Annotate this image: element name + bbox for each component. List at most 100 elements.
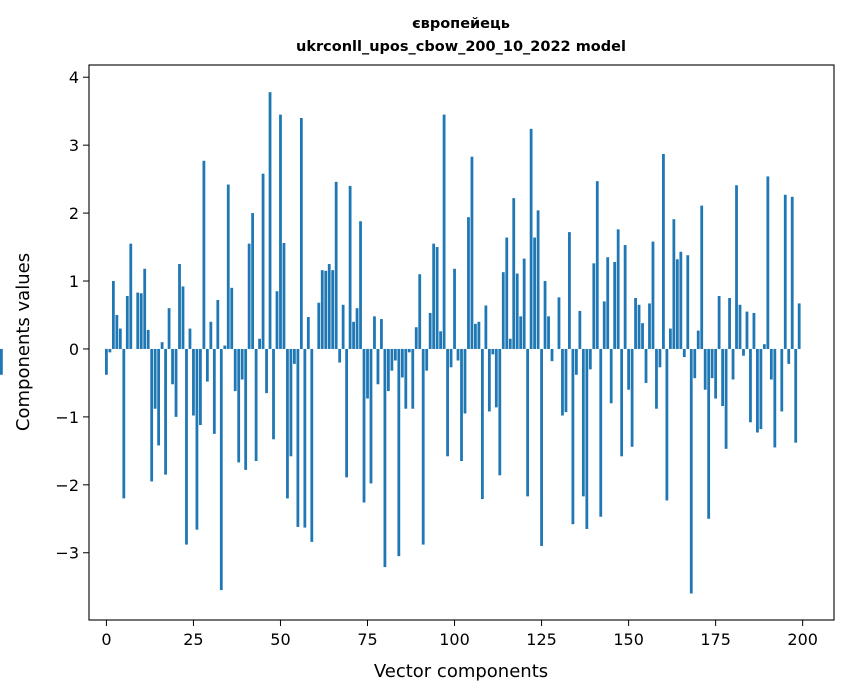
bar-192 xyxy=(773,349,776,448)
bar-157 xyxy=(652,242,655,349)
bar-128 xyxy=(551,349,554,361)
bar-15 xyxy=(157,349,160,445)
bar-29 xyxy=(206,349,209,382)
bar-89 xyxy=(415,327,418,349)
bar-81 xyxy=(387,349,390,391)
bar-141 xyxy=(596,181,599,349)
bar-118 xyxy=(516,274,519,349)
bar-148 xyxy=(620,349,623,456)
bar-196 xyxy=(787,349,790,364)
y-tick-label: 4 xyxy=(69,68,79,87)
bar-122 xyxy=(530,129,533,349)
bar-67 xyxy=(338,349,341,363)
bar-2 xyxy=(112,281,115,349)
bar-26 xyxy=(196,349,199,530)
bars-group xyxy=(0,92,801,593)
bar-65 xyxy=(331,270,334,349)
bar-126 xyxy=(544,281,547,349)
bar-18 xyxy=(168,308,171,349)
bar-138 xyxy=(585,349,588,529)
bar-136 xyxy=(578,311,581,349)
bar-121 xyxy=(526,349,529,496)
bar-85 xyxy=(401,349,404,378)
bar-46 xyxy=(265,349,268,393)
bar-75 xyxy=(366,349,369,399)
bar-197 xyxy=(791,197,794,349)
bar-169 xyxy=(693,349,696,378)
bar-36 xyxy=(230,288,233,349)
bar-10 xyxy=(140,293,143,349)
bar-54 xyxy=(293,349,296,364)
bar-154 xyxy=(641,323,644,349)
x-tick-label: 100 xyxy=(439,630,470,649)
bar-58 xyxy=(307,317,310,349)
bar-191 xyxy=(770,349,773,380)
bar-117 xyxy=(512,198,515,349)
x-tick-label: 125 xyxy=(526,630,557,649)
bar-33 xyxy=(220,349,223,590)
bar-131 xyxy=(561,349,564,416)
bar-80 xyxy=(384,349,387,567)
x-tick-label: 25 xyxy=(183,630,203,649)
y-tick-label: 1 xyxy=(69,272,79,291)
bar-119 xyxy=(519,316,522,349)
bar-143 xyxy=(603,301,606,349)
bar-198 xyxy=(794,349,797,443)
bar-194 xyxy=(780,349,783,412)
bar-63 xyxy=(324,271,327,349)
bar-103 xyxy=(464,349,467,414)
bar-11 xyxy=(143,269,146,349)
bar-79 xyxy=(380,319,383,349)
bar-82 xyxy=(390,349,393,371)
bar-62 xyxy=(321,270,324,349)
x-axis-label: Vector components xyxy=(374,661,548,682)
bar-20 xyxy=(175,349,178,417)
bar-87 xyxy=(408,349,411,352)
bar-144 xyxy=(606,257,609,349)
bar-47 xyxy=(269,92,272,349)
x-tick-label: 75 xyxy=(357,630,377,649)
bar-125 xyxy=(540,349,543,546)
bar-72 xyxy=(356,308,359,349)
bar-149 xyxy=(624,245,627,349)
plot-frame xyxy=(89,65,834,620)
bar-13 xyxy=(150,349,153,481)
bar-104 xyxy=(467,217,470,349)
bar-68 xyxy=(342,305,345,349)
x-tick-label: 175 xyxy=(700,630,731,649)
bar-3 xyxy=(115,315,118,349)
bar-86 xyxy=(404,349,407,409)
bar-93 xyxy=(429,313,432,349)
chart-subtitle: ukrconll_upos_cbow_200_10_2022 model xyxy=(296,39,626,55)
bar-91 xyxy=(422,349,425,545)
bar-172 xyxy=(704,349,707,390)
bar-180 xyxy=(732,349,735,380)
bar-88 xyxy=(411,349,414,409)
bar-107 xyxy=(478,322,481,349)
bar-177 xyxy=(721,349,724,406)
bar-57 xyxy=(303,349,306,528)
bar-155 xyxy=(645,349,648,383)
bar-124 xyxy=(537,210,540,349)
bar-24 xyxy=(189,329,192,349)
bar-195 xyxy=(784,195,787,349)
bar-120 xyxy=(523,259,526,349)
bar-7 xyxy=(129,244,132,349)
bar-127 xyxy=(547,316,550,349)
bar-161 xyxy=(666,349,669,500)
bar-35 xyxy=(227,185,230,349)
bar-184 xyxy=(746,312,749,349)
bar-21 xyxy=(178,264,181,349)
bar-159 xyxy=(659,349,662,367)
bar-152 xyxy=(634,298,637,349)
y-tick-label: −2 xyxy=(55,476,79,495)
bar-69 xyxy=(345,349,348,477)
bar-61 xyxy=(317,303,320,349)
bar-145 xyxy=(610,349,613,403)
bar-181 xyxy=(735,185,738,349)
y-tick-label: 2 xyxy=(69,204,79,223)
x-tick-label: 200 xyxy=(787,630,818,649)
bar-98 xyxy=(446,349,449,456)
bar-31 xyxy=(213,349,216,434)
